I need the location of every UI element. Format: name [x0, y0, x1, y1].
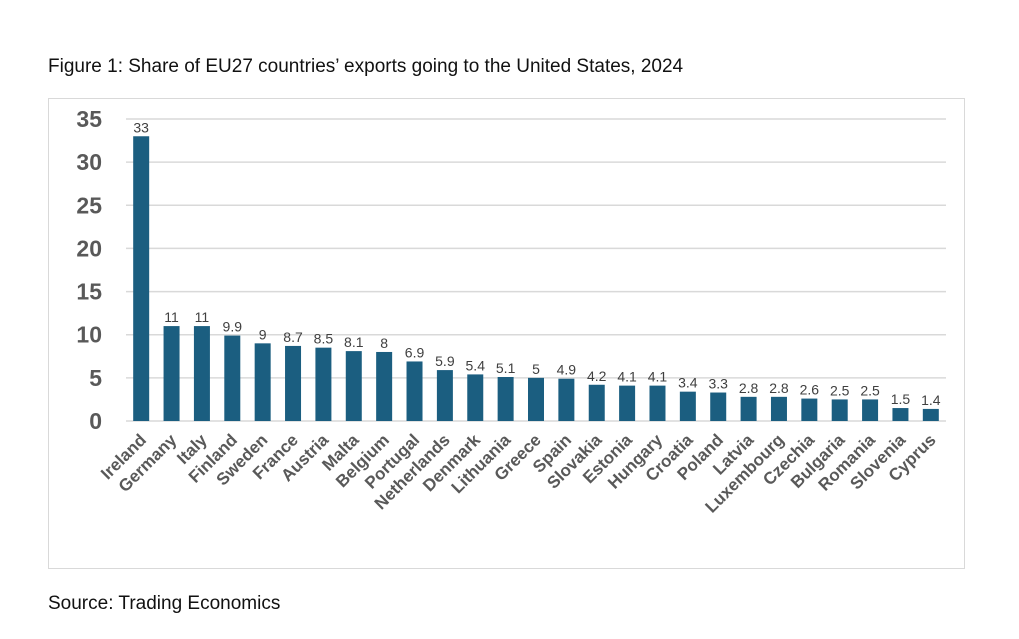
data-label: 9 — [259, 326, 267, 342]
data-label: 2.6 — [800, 382, 820, 398]
y-tick-label: 25 — [76, 192, 102, 218]
bar-lithuania — [497, 376, 514, 421]
bar-slovakia — [588, 384, 605, 421]
bar-denmark — [467, 374, 484, 421]
bar-greece — [528, 377, 544, 421]
chart-frame — [48, 98, 965, 569]
data-label: 2.5 — [830, 382, 850, 398]
data-label: 5 — [532, 361, 540, 377]
bar-spain — [558, 378, 575, 421]
bar-slovenia — [892, 408, 909, 421]
source-note: Source: Trading Economics — [48, 593, 281, 614]
data-label: 3.4 — [678, 375, 698, 391]
data-labels: 33 11 11 9.9 9 8.7 8.5 8.1 8 6.9 5.9 5.4 5.1 5 4.9 4.2 4… — [133, 119, 940, 408]
data-label: 9.9 — [223, 319, 243, 335]
bar-poland — [710, 392, 727, 421]
data-label: 2.5 — [860, 382, 880, 398]
data-label: 4.1 — [648, 369, 668, 385]
data-label: 11 — [195, 309, 210, 325]
y-tick-label: 30 — [76, 149, 102, 175]
bar-netherlands — [436, 370, 453, 421]
bar-czechia — [801, 398, 818, 421]
bar-austria — [315, 347, 332, 421]
y-tick-label: 5 — [89, 365, 102, 391]
figure-title: Figure 1: Share of EU27 countries’ expor… — [48, 56, 684, 77]
y-axis-ticks: 0 5 10 15 20 25 30 35 — [76, 106, 102, 434]
data-label: 1.4 — [921, 392, 941, 408]
bar-romania — [862, 399, 879, 421]
data-label: 5.4 — [466, 357, 486, 373]
data-label: 33 — [133, 119, 149, 135]
bar-luxembourg — [770, 396, 787, 421]
bar-croatia — [679, 391, 696, 421]
bar-france — [285, 345, 302, 421]
y-tick-label: 15 — [76, 279, 102, 305]
bar-ireland — [133, 136, 150, 421]
data-label: 2.8 — [769, 380, 789, 396]
data-label: 8.7 — [283, 329, 303, 345]
data-label: 8 — [380, 335, 388, 351]
data-label: 5.1 — [496, 360, 516, 376]
data-label: 5.9 — [435, 353, 455, 369]
data-label: 8.1 — [344, 334, 364, 350]
data-label: 6.9 — [405, 344, 425, 360]
bar-finland — [224, 335, 241, 421]
bar-germany — [163, 326, 180, 421]
x-axis-ticks: IrelandGermanyItalyFinlandSwedenFranceAu… — [97, 430, 939, 517]
bar-malta — [345, 351, 362, 421]
y-tick-label: 0 — [89, 408, 102, 434]
data-label: 11 — [164, 309, 179, 325]
data-label: 4.1 — [617, 369, 637, 385]
bar-bulgaria — [831, 399, 848, 421]
data-label: 4.2 — [587, 368, 607, 384]
data-label: 4.9 — [557, 362, 577, 378]
data-label: 3.3 — [708, 376, 728, 392]
y-tick-label: 20 — [76, 235, 102, 261]
bar-latvia — [740, 396, 757, 421]
y-tick-label: 10 — [76, 322, 102, 348]
data-label: 1.5 — [891, 391, 911, 407]
bar-italy — [193, 326, 210, 421]
bar-belgium — [376, 351, 393, 421]
data-label: 2.8 — [739, 380, 759, 396]
bars — [133, 136, 939, 421]
bar-portugal — [406, 361, 423, 421]
bar-cyprus — [922, 408, 939, 421]
data-label: 8.5 — [314, 331, 334, 347]
y-tick-label: 35 — [76, 106, 102, 132]
bar-sweden — [254, 343, 271, 421]
bar-hungary — [649, 385, 666, 421]
bar-estonia — [619, 385, 636, 421]
